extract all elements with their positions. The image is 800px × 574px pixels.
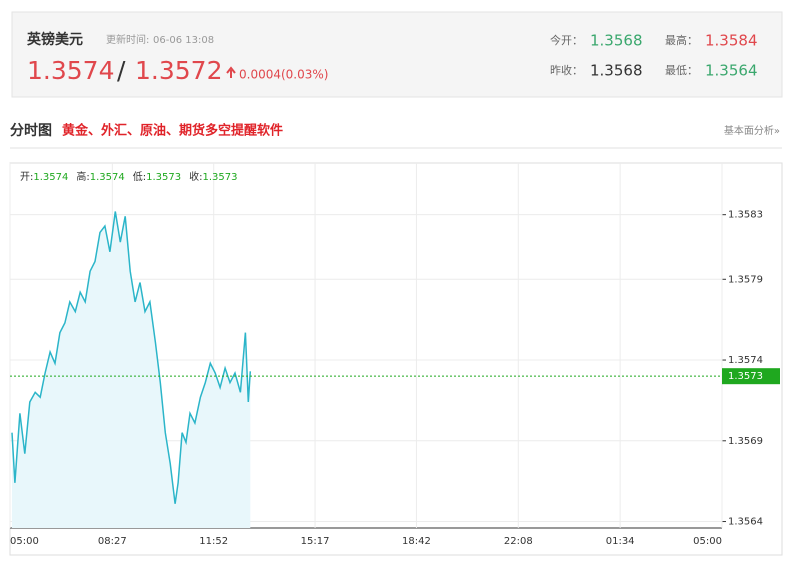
quote-panel	[11, 11, 783, 98]
ohlc-value: 1.3573	[146, 172, 181, 183]
up-arrow	[226, 66, 236, 78]
ohlc-value: 1.3573	[203, 172, 238, 183]
stat-value: 1.3568	[590, 62, 643, 80]
fundamentals-link[interactable]: 基本面分析»	[724, 124, 780, 137]
area	[11, 211, 251, 528]
update-time: 06-06 13:08	[153, 35, 214, 46]
stat-value: 1.3584	[705, 32, 758, 50]
x-tick-label: 15:17	[301, 536, 330, 547]
section-title: 分时图	[10, 122, 52, 139]
ohlc-value: 1.3574	[33, 172, 68, 183]
y-tick-label: 1.3574	[728, 355, 763, 366]
ohlc-value: 1.3574	[90, 172, 125, 183]
x-tick-label: 05:00	[693, 536, 722, 547]
x-tick-label: 18:42	[402, 536, 431, 547]
price-change: 0.0004(0.03%)	[239, 68, 328, 82]
update-label: 更新时间:	[106, 33, 149, 46]
plot: 1.3564 1.3569 1.3574 1.3579 1.3583 05:00 08:27…	[9, 163, 780, 547]
stat-label: 昨收：	[550, 63, 583, 77]
stat-label: 最低：	[665, 64, 698, 77]
stats: 今开： 1.3568 最高： 1.3584 昨收： 1.3568 最低： 1.3564	[550, 32, 758, 80]
y-tick-label: 1.3564	[728, 517, 763, 528]
ask-price: 1.3572	[135, 56, 222, 85]
x-tick-label: 11:52	[199, 536, 228, 547]
ohlc-label: 开:	[20, 172, 33, 183]
y-tick-label: 1.3583	[728, 210, 763, 221]
stat-value: 1.3568	[590, 32, 643, 50]
y-tick-label: 1.3579	[728, 274, 763, 285]
stat-label: 最高：	[665, 33, 698, 47]
y-tick-label: 1.3569	[728, 436, 763, 447]
bid-price: 1.3574	[27, 56, 114, 85]
ohlc-label: 收:	[189, 170, 202, 183]
stat-value: 1.3564	[705, 62, 758, 80]
ohlc-label: 高:	[76, 170, 89, 183]
price-line	[11, 211, 252, 504]
x-tick-label: 01:34	[606, 536, 635, 547]
current-price-label: 1.3573	[728, 371, 763, 382]
x-tick-label: 05:00	[10, 536, 39, 547]
stat-label: 今开：	[550, 33, 583, 47]
x-tick-label: 08:27	[98, 536, 127, 547]
ohlc-label: 低:	[133, 170, 146, 183]
x-tick-label: 22:08	[504, 536, 533, 547]
symbol-name: 英镑美元	[26, 31, 83, 48]
promo-link[interactable]: 黄金、外汇、原油、期货多空提醒软件	[62, 123, 283, 139]
current-price-box	[722, 368, 780, 385]
price-separator: /	[117, 56, 126, 85]
